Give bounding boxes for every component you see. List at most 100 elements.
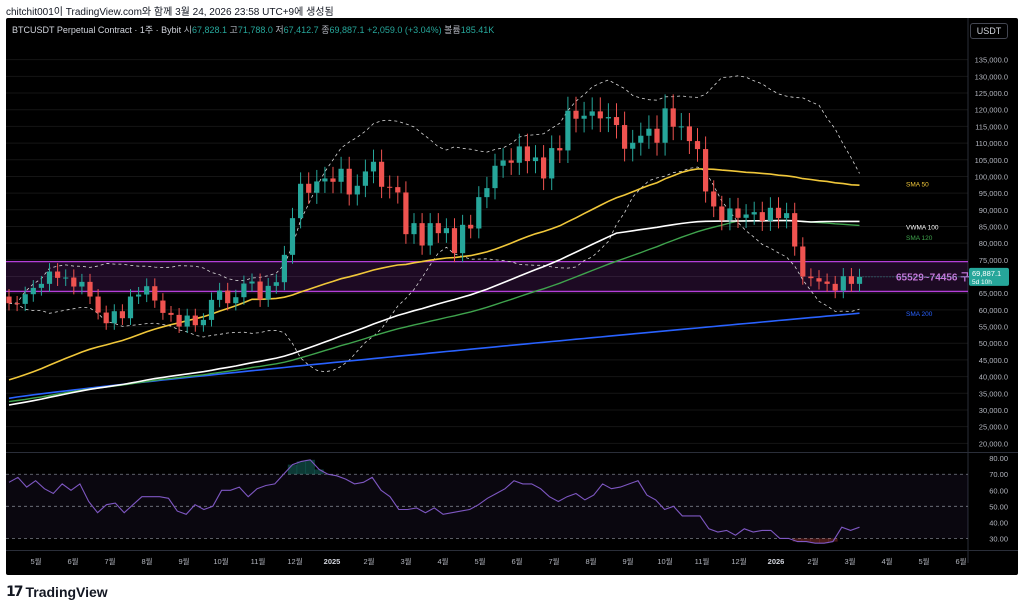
price-tick-label: 115,000.0 <box>975 122 1008 131</box>
brand-name: TradingView <box>25 584 108 600</box>
zone-band <box>6 261 968 292</box>
price-tick-label: 65,000.0 <box>979 289 1008 298</box>
time-tick-label: 10월 <box>657 556 672 566</box>
price-tick-label: 30,000.0 <box>979 406 1008 415</box>
close-label: 종 <box>321 25 330 35</box>
candle-body <box>225 290 231 304</box>
tradingview-logo-icon: 17 <box>6 584 24 600</box>
candle-body <box>14 303 20 305</box>
open-value: 67,828.1 <box>191 25 228 35</box>
price-tick-label: 100,000.0 <box>975 172 1008 181</box>
candle-body <box>370 161 377 172</box>
candle-body <box>613 117 620 126</box>
price-tick-label: 110,000.0 <box>975 139 1008 148</box>
candle-body <box>127 296 134 319</box>
candle-body <box>419 223 425 246</box>
candle-body <box>314 181 320 193</box>
candle-body <box>775 207 782 219</box>
chart-frame[interactable]: BTCUSDT Perpetual Contract · 1주 · Bybit … <box>6 18 1018 575</box>
series-label: SMA 120 <box>906 235 933 242</box>
candle-body <box>63 277 69 279</box>
candle-body <box>484 188 490 198</box>
candle-body <box>460 224 466 254</box>
candle-body <box>840 276 846 291</box>
candle-body <box>184 315 190 327</box>
candle-body <box>767 207 773 221</box>
candle-body <box>565 110 571 151</box>
candle-body <box>654 128 660 143</box>
candle-body <box>524 146 530 162</box>
candle-body <box>605 117 611 119</box>
candle-body <box>808 276 814 279</box>
time-tick-label: 6월 <box>955 556 966 566</box>
sma-50-line <box>8 168 860 381</box>
candle-body <box>468 224 474 229</box>
candle-body <box>403 192 409 235</box>
candle-body <box>670 108 676 127</box>
rsi-tick-label: 60.00 <box>989 486 1008 495</box>
candle-body <box>557 148 563 151</box>
price-tick-label: 90,000.0 <box>979 206 1008 215</box>
time-tick-label: 2월 <box>807 556 818 566</box>
candle-body <box>144 286 150 295</box>
time-tick-label: 6월 <box>511 556 522 566</box>
candle-body <box>662 108 668 143</box>
time-tick-label: 3월 <box>400 556 411 566</box>
high-value: 71,788.0 <box>237 25 273 35</box>
high-label: 고 <box>229 25 238 35</box>
candle-body <box>273 282 279 286</box>
series-label: VWMA 100 <box>906 224 939 231</box>
price-tick-label: 35,000.0 <box>979 389 1008 398</box>
time-tick-label: 4월 <box>881 556 892 566</box>
candle-body <box>71 277 77 287</box>
price-tick-label: 20,000.0 <box>979 439 1008 448</box>
candle-body <box>848 276 854 284</box>
rsi-tick-label: 30.00 <box>989 534 1008 543</box>
open-label: 시 <box>183 25 192 35</box>
candle-body <box>387 186 393 188</box>
time-tick-label: 6월 <box>67 556 78 566</box>
candle-body <box>816 278 822 282</box>
candle-body <box>638 135 644 143</box>
candle-body <box>38 283 44 288</box>
candle-body <box>168 312 174 315</box>
last-price-badge <box>969 267 1009 286</box>
candle-body <box>832 283 838 291</box>
price-tick-label: 40,000.0 <box>979 373 1008 382</box>
candle-body <box>735 208 741 218</box>
vwma-100-line <box>8 219 860 406</box>
series-label: SMA 200 <box>906 311 933 318</box>
candle-body <box>443 228 449 234</box>
candle-body <box>306 183 312 193</box>
candle-body <box>30 287 36 295</box>
candle-body <box>200 319 206 326</box>
candle-body <box>322 178 328 182</box>
candle-body <box>646 128 652 136</box>
candle-body <box>22 294 28 304</box>
currency-button[interactable]: USDT <box>970 23 1008 39</box>
candle-body <box>265 285 271 300</box>
candle-body <box>492 165 498 189</box>
candle-body <box>95 296 101 313</box>
candle-body <box>411 223 417 235</box>
candle-body <box>217 290 223 300</box>
candle-body <box>257 281 263 300</box>
candle-body <box>508 160 514 163</box>
candle-body <box>743 214 749 218</box>
candle-body <box>208 299 215 320</box>
bollinger-upper-line <box>8 75 860 304</box>
time-tick-label: 3월 <box>844 556 855 566</box>
candle-body <box>630 142 636 149</box>
candle-body <box>435 223 441 234</box>
candle-body <box>354 185 360 195</box>
candle-body <box>622 125 628 149</box>
price-tick-label: 125,000.0 <box>975 89 1008 98</box>
time-tick-label: 11월 <box>695 556 710 566</box>
volume-value: 185.41K <box>460 25 495 35</box>
candle-body <box>686 126 692 142</box>
time-tick-label: 2월 <box>363 556 374 566</box>
candle-body <box>751 212 757 215</box>
candle-body <box>176 314 182 327</box>
candle-body <box>719 206 725 221</box>
